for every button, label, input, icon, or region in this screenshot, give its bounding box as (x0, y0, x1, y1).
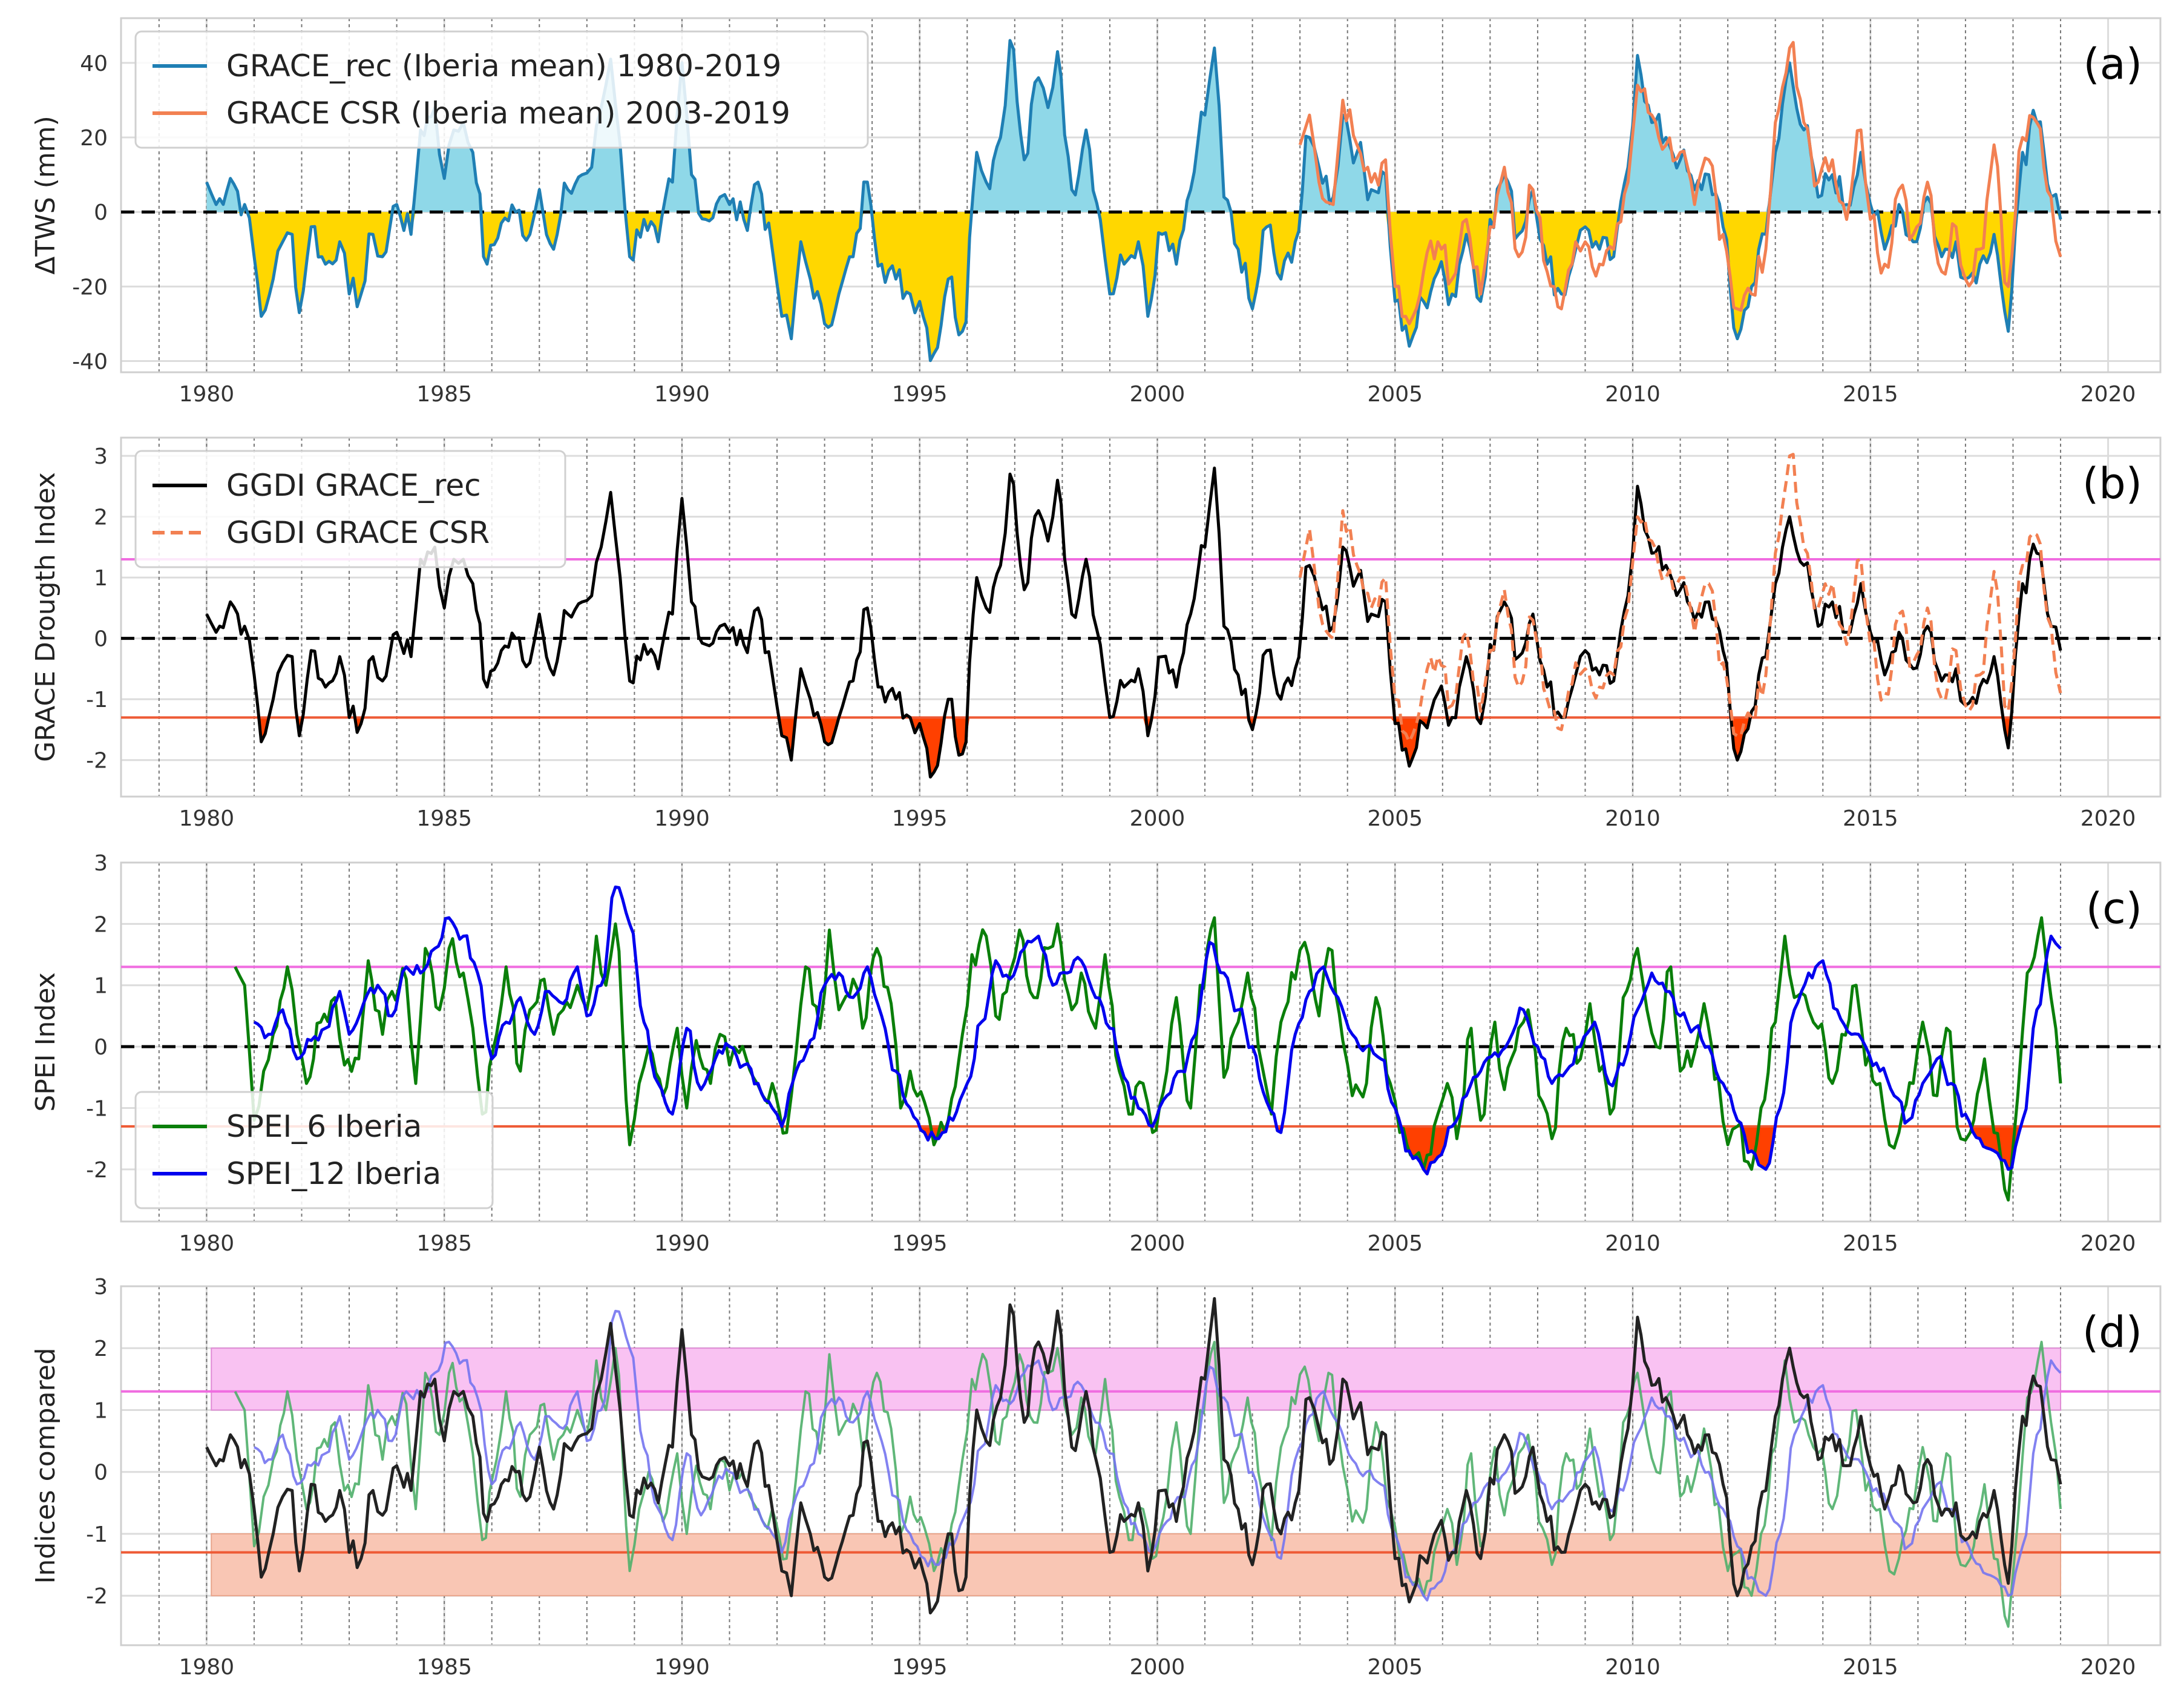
y-tick-label: 0 (94, 1035, 108, 1060)
x-tick-label: 2010 (1605, 1655, 1661, 1680)
y-tick-label: 3 (94, 1275, 108, 1300)
y-axis-label: GRACE Drougth Index (30, 472, 61, 762)
x-tick-label: 2000 (1130, 1231, 1185, 1256)
y-tick-label: -2 (86, 1158, 108, 1183)
x-tick-label: 2000 (1130, 382, 1185, 407)
x-tick-label: 1995 (892, 382, 948, 407)
x-tick-label: 2015 (1843, 1231, 1898, 1256)
legend: SPEI_6 Iberia SPEI_12 Iberia (134, 1091, 494, 1209)
legend-label: GRACE CSR (Iberia mean) 2003-2019 (226, 96, 790, 131)
panel-tag: (d) (2082, 1307, 2142, 1357)
y-tick-label: 2 (94, 1337, 108, 1361)
y-tick-label: -20 (72, 275, 108, 300)
y-tick-label: 3 (94, 444, 108, 469)
legend-box (134, 1091, 494, 1209)
y-tick-label: -40 (72, 350, 108, 375)
y-tick-label: 40 (80, 51, 108, 76)
y-axis-label: Indices compared (30, 1347, 61, 1583)
x-tick-label: 2005 (1367, 1231, 1423, 1256)
x-tick-label: 1980 (179, 1231, 235, 1256)
y-tick-label: 0 (94, 1461, 108, 1485)
y-tick-label: 1 (94, 566, 108, 591)
x-tick-label: 1985 (416, 806, 472, 831)
x-tick-label: 1980 (179, 1655, 235, 1680)
y-tick-label: 1 (94, 1398, 108, 1423)
x-tick-label: 1990 (654, 1655, 710, 1680)
y-tick-label: -2 (86, 1584, 108, 1609)
x-tick-label: 2010 (1605, 1231, 1661, 1256)
x-tick-label: 2010 (1605, 382, 1661, 407)
legend: GGDI GRACE_rec GGDI GRACE CSR (134, 450, 566, 568)
legend-box (134, 450, 566, 568)
legend-label: GGDI GRACE CSR (226, 515, 490, 550)
y-axis-label: ΔTWS (mm) (30, 116, 61, 274)
x-tick-label: 2000 (1130, 1655, 1185, 1680)
x-tick-label: 1985 (416, 1655, 472, 1680)
series-ggdi-rec-line (205, 466, 2062, 779)
x-tick-label: 1985 (416, 1231, 472, 1256)
legend-label: SPEI_6 Iberia (226, 1109, 422, 1144)
plot-frame (120, 861, 2162, 1223)
x-tick-label: 2020 (2081, 806, 2136, 831)
y-tick-label: -1 (86, 1096, 108, 1121)
x-tick-label: 1985 (416, 382, 472, 407)
y-tick-label: 0 (94, 627, 108, 652)
legend-label: GRACE_rec (Iberia mean) 1980-2019 (226, 48, 781, 84)
panel-c: 1980 1985 1990 1995 2000 2005 2010 2015 2020 -2 -1… (30, 851, 2162, 1256)
series-grace-rec-line (205, 39, 2062, 363)
x-tick-label: 2005 (1367, 382, 1423, 407)
dry-fill-area (206, 212, 2061, 361)
x-tick-label: 1980 (179, 382, 235, 407)
y-tick-label: 2 (94, 912, 108, 937)
series-spei12-line (254, 1309, 2062, 1602)
plot-frame (120, 17, 2162, 373)
x-tick-label: 2010 (1605, 806, 1661, 831)
panel-tag: (a) (2083, 39, 2142, 89)
x-tick-label: 2020 (2081, 1655, 2136, 1680)
x-tick-label: 1980 (179, 806, 235, 831)
plot-frame (120, 1285, 2162, 1646)
panel-d: 1980 1985 1990 1995 2000 2005 2010 2015 2020 -2 -1… (30, 1275, 2162, 1680)
panel-tag: (b) (2082, 459, 2142, 508)
x-tick-label: 2015 (1843, 806, 1898, 831)
x-tick-label: 2015 (1843, 1655, 1898, 1680)
x-tick-label: 1995 (892, 1655, 948, 1680)
series-spei12-line (253, 886, 2062, 1175)
x-tick-label: 2005 (1367, 806, 1423, 831)
x-tick-label: 1995 (892, 1231, 948, 1256)
x-tick-label: 1995 (892, 806, 948, 831)
y-tick-label: 0 (94, 200, 108, 225)
x-tick-label: 2020 (2081, 382, 2136, 407)
x-tick-label: 2015 (1843, 382, 1898, 407)
panel-tag: (c) (2086, 884, 2142, 933)
y-tick-label: 3 (94, 851, 108, 876)
dry-band (211, 1533, 2062, 1597)
x-tick-label: 2005 (1367, 1655, 1423, 1680)
x-tick-label: 1990 (654, 1231, 710, 1256)
y-axis-label: SPEI Index (30, 972, 61, 1111)
series-grace-csr-line (1298, 41, 2062, 326)
wet-band (211, 1347, 2062, 1411)
panel-a: 1980 1985 1990 1995 2000 2005 2010 2015 2020 -40 -… (30, 17, 2162, 407)
y-tick-label: 2 (94, 505, 108, 530)
legend-box (134, 30, 869, 149)
panel-b: 1980 1985 1990 1995 2000 2005 2010 2015 2020 -2 -1… (30, 436, 2162, 831)
x-tick-label: 2000 (1130, 806, 1185, 831)
legend-label: SPEI_12 Iberia (226, 1156, 441, 1191)
x-tick-label: 2020 (2081, 1231, 2136, 1256)
y-tick-label: -1 (86, 688, 108, 712)
plot-frame (120, 436, 2162, 798)
x-tick-label: 1990 (654, 806, 710, 831)
y-tick-label: -2 (86, 749, 108, 774)
x-tick-label: 1990 (654, 382, 710, 407)
series-ggdi-rec-line (205, 1297, 2062, 1615)
y-tick-label: 1 (94, 974, 108, 999)
legend-label: GGDI GRACE_rec (226, 468, 481, 503)
y-tick-label: 20 (80, 126, 108, 151)
y-tick-label: -1 (86, 1522, 108, 1547)
series-ggdi-csr-line (1298, 453, 2062, 743)
legend: GRACE_rec (Iberia mean) 1980-2019 GRACE C… (134, 30, 869, 149)
